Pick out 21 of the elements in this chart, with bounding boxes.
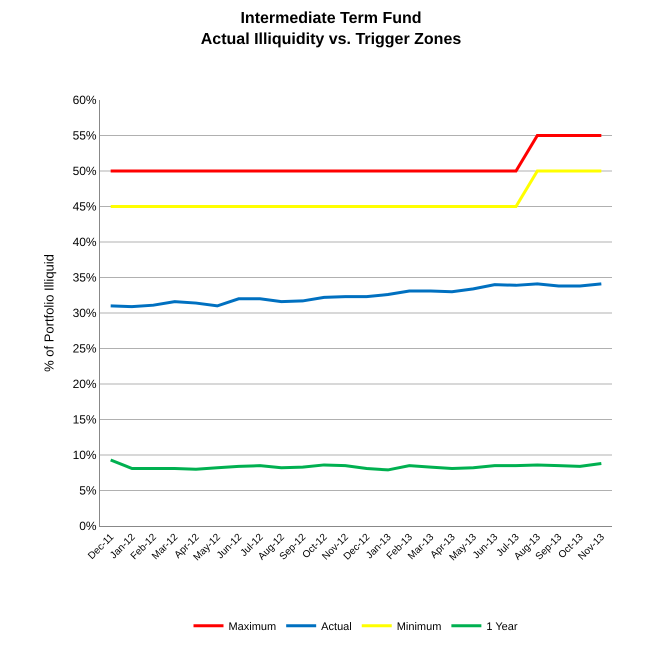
- y-tick-label: 50%: [72, 164, 97, 178]
- y-tick-label: 25%: [72, 342, 97, 356]
- y-tick-label: 20%: [72, 377, 97, 392]
- y-tick-label: 35%: [72, 270, 97, 285]
- y-tick-label: 5%: [79, 484, 97, 498]
- y-tick-label: 0%: [79, 519, 97, 534]
- legend-label: Minimum: [396, 620, 442, 633]
- legend-label: 1 Year: [486, 620, 518, 633]
- y-tick-label: 60%: [72, 93, 97, 108]
- y-tick-label: 30%: [72, 306, 97, 320]
- y-tick-label: 45%: [72, 200, 97, 214]
- y-axis-title: % of Portfolio Illiquid: [42, 254, 57, 372]
- y-tick-label: 40%: [72, 235, 97, 250]
- y-tick-label: 10%: [72, 448, 97, 462]
- y-tick-label: 55%: [72, 128, 97, 143]
- line-series: [109, 282, 603, 308]
- line-series: [109, 458, 603, 472]
- chart-title: Intermediate Term Fund Actual Illiquidity vs. Trigger Zones: [200, 10, 462, 48]
- legend-label: Actual: [321, 620, 352, 633]
- legend-label: Maximum: [228, 620, 276, 633]
- y-tick-label: 15%: [72, 412, 97, 427]
